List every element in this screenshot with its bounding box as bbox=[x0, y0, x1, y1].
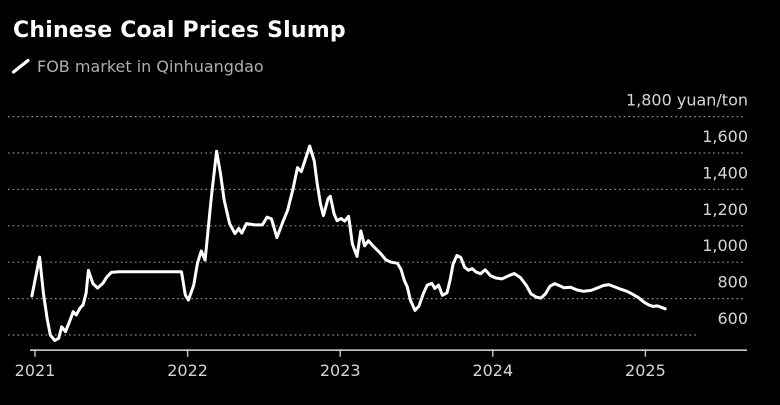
y-axis-label: 800 bbox=[717, 273, 748, 292]
y-axis-label: 600 bbox=[717, 309, 748, 328]
x-axis-label: 2022 bbox=[167, 361, 208, 380]
y-axis-label: 1,800 yuan/ton bbox=[626, 91, 748, 110]
x-axis-label: 2025 bbox=[625, 361, 666, 380]
x-axis-label: 2023 bbox=[320, 361, 361, 380]
legend: FOB market in Qinhuangdao bbox=[11, 57, 264, 76]
y-axis-label: 1,200 bbox=[702, 200, 748, 219]
legend-label: FOB market in Qinhuangdao bbox=[37, 57, 264, 76]
x-axis-label: 2021 bbox=[15, 361, 56, 380]
chart-title: Chinese Coal Prices Slump bbox=[13, 18, 346, 43]
x-axis-label: 2024 bbox=[472, 361, 513, 380]
y-axis-label: 1,400 bbox=[702, 163, 748, 182]
price-line bbox=[30, 144, 667, 342]
y-axis-label: 1,000 bbox=[702, 236, 748, 255]
line-series-icon bbox=[11, 58, 30, 74]
y-axis-label: 1,600 bbox=[702, 127, 748, 146]
